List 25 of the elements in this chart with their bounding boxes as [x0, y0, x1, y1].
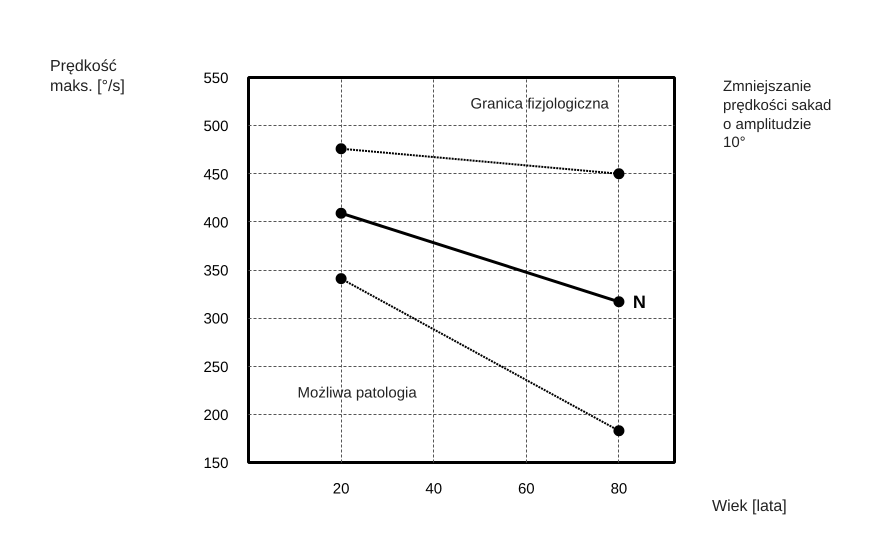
point	[613, 425, 624, 436]
x-tick-label: 80	[610, 480, 628, 498]
point	[613, 168, 624, 180]
y-tick-label: 500	[203, 118, 229, 136]
y-tick-label: 200	[203, 406, 229, 424]
text: Zmniejszanie prędkości sakad o amplitudzie 10°	[723, 78, 832, 153]
y-axis-title: Prędkość maks. [°/s]	[50, 57, 125, 97]
y-tick-label: 150	[203, 455, 229, 472]
y-tick-label: 400	[203, 214, 229, 232]
x-tick-label: 20	[332, 480, 350, 498]
y-tick-label: 350	[203, 262, 229, 280]
point	[336, 143, 347, 154]
annotation: Granica fizjologiczna	[470, 96, 610, 112]
y-tick-label: 450	[203, 166, 229, 184]
y-tick-label: 250	[203, 358, 229, 376]
point	[336, 208, 347, 219]
series-label: N	[632, 292, 646, 312]
x-tick-label: 60	[518, 480, 535, 498]
annotation: Możliwa patologia	[298, 384, 418, 402]
y-tick-label: 300	[203, 310, 229, 328]
x-axis-title: Wiek [lata]	[712, 497, 787, 517]
point	[336, 273, 347, 284]
x-tick-label: 40	[425, 480, 442, 498]
y-tick-label: 550	[203, 70, 229, 87]
point	[613, 296, 624, 308]
